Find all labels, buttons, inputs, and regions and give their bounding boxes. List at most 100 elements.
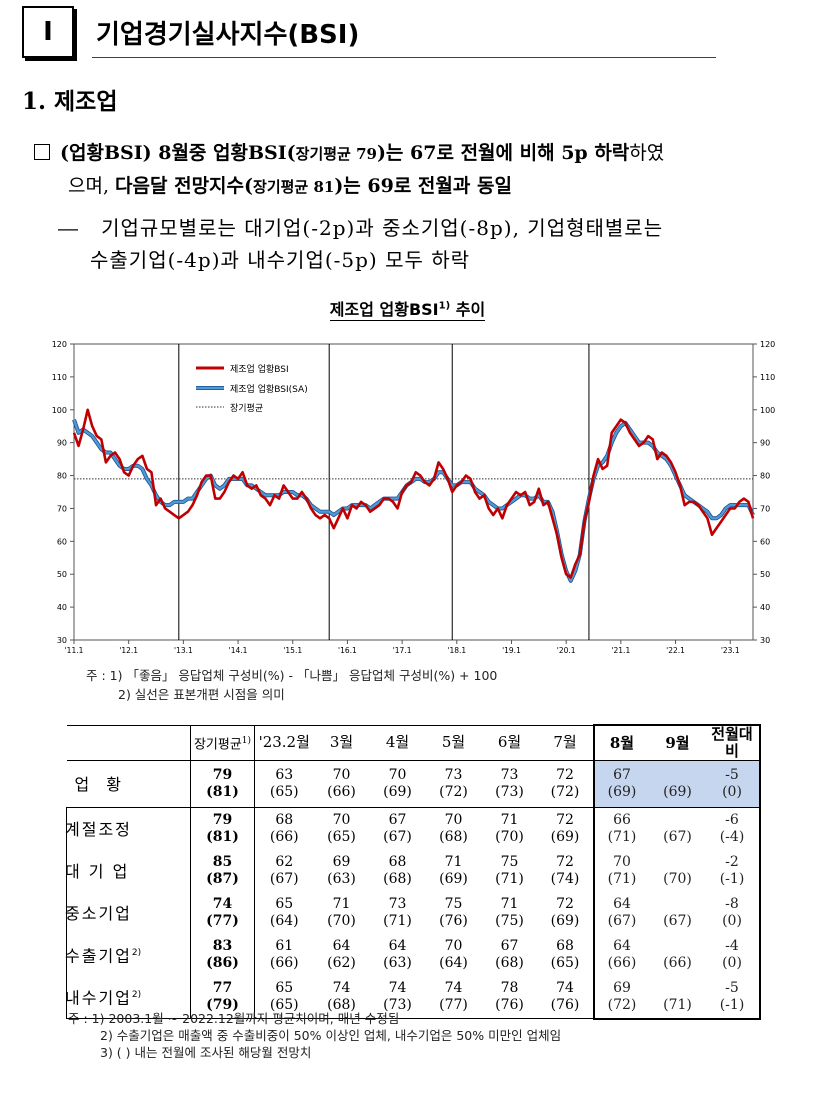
value-cell: 74 (73) <box>369 976 426 1019</box>
series-line-sa <box>72 419 755 583</box>
summary-bsi-lead: (업황BSI) 8월중 업황BSI( <box>60 142 296 164</box>
value-cell: 70 (71) <box>592 850 650 892</box>
value-cell: 74 (77) <box>425 976 482 1019</box>
y-tick-label-right: 100 <box>760 406 775 415</box>
table-row: 대 기 업 85 (87) 62 (67) 69 (63) 68 (68) 71 (69) 75 (71… <box>65 850 761 892</box>
chart-note-2: 2) 실선은 표본개편 시점을 의미 <box>118 687 285 702</box>
value-cell: 73 (72) <box>425 760 482 808</box>
header-blank <box>66 724 191 761</box>
value-cell: 65 (64) <box>269 896 299 929</box>
row-label: 내수기업2) <box>65 976 191 1019</box>
header-month-next: 9월 <box>649 724 706 761</box>
y-tick-label-right: 90 <box>760 439 770 448</box>
value-cell: 62 (67) <box>269 854 299 887</box>
x-tick-label: '17.1 <box>393 646 412 654</box>
y-tick-label: 90 <box>57 439 67 448</box>
table-row: 내수기업2) 77 (79) 65 (65) 74 (68) 74 (73) 74 (77) 78 (7… <box>65 976 761 1020</box>
value-cell: 70 (64) <box>439 938 468 971</box>
avg-cell: 74 (77) <box>190 892 255 934</box>
summary-paragraph: (업황BSI) 8월중 업황BSI(장기평균 79)는 67로 전월에 비해 5… <box>34 137 804 203</box>
summary-line-1: (업황BSI) 8월중 업황BSI(장기평균 79)는 67로 전월에 비해 5… <box>34 137 804 170</box>
chart-notes: 주 : 1) 「좋음」 응답업체 구성비(%) - 「나쁨」 응답업체 구성비(… <box>86 666 497 704</box>
header-month: 5월 <box>425 724 482 761</box>
table-header-row: 장기평균1) '23.2월 3월 4월 5월 6월 7월 8월 9월 전월대비 <box>66 724 761 761</box>
summary-tail2: 으며, <box>68 175 116 197</box>
section-rule <box>92 57 716 58</box>
row-label-footnote: 2) <box>131 948 142 959</box>
value-cell: 70 (69) <box>369 760 426 808</box>
y-tick-label-right: 40 <box>760 603 770 612</box>
header-avg: 장기평균1) <box>190 724 255 761</box>
legend-label-raw: 제조업 업황BSI <box>230 364 289 375</box>
header-month-current: 8월 <box>592 724 650 761</box>
detail-paragraph: ― 기업규모별로는 대기업(-2p)과 중소기업(-8p), 기업형태별로는 수… <box>58 212 803 276</box>
table-row: 업 황 79 (81) 63 (65) 70 (66) 70 (69) 73 (72) 73 (73) 7… <box>66 760 761 808</box>
chart-title-text: 제조업 업황BSI <box>329 300 439 321</box>
y-tick-label-right: 70 <box>760 504 770 513</box>
y-tick-label: 80 <box>57 472 67 481</box>
value-cell: 68 (68) <box>383 854 412 887</box>
header-month: '23.2월 <box>254 724 314 761</box>
header-month: 3월 <box>313 724 370 761</box>
value-cell: 70 (68) <box>439 812 468 845</box>
value-cell: 72 (69) <box>550 896 580 929</box>
x-tick-label: '11.1 <box>65 646 84 654</box>
value-cell: 64 (67) <box>592 892 650 934</box>
section-number: I <box>22 6 74 58</box>
value-cell: 70 (65) <box>327 812 356 845</box>
x-tick-label: '23.1 <box>721 646 740 654</box>
y-tick-label-right: 120 <box>760 340 775 349</box>
value-cell: 75 (76) <box>439 896 468 929</box>
value-cell: 64 (66) <box>592 934 650 976</box>
avg-cell: 83 (86) <box>190 934 255 976</box>
x-tick-label: '13.1 <box>174 646 193 654</box>
table-row: 수출기업2) 83 (86) 61 (66) 64 (62) 64 (63) 70 (64) 67 (6… <box>65 934 761 976</box>
y-tick-label-right: 110 <box>760 373 775 382</box>
y-tick-label-right: 50 <box>760 570 770 579</box>
y-tick-label: 40 <box>57 603 67 612</box>
x-tick-label: '22.1 <box>666 646 685 654</box>
summary-bsi-value: 67로 전월에 비해 5p 하락 <box>410 142 630 164</box>
row-label: 중소기업 <box>65 892 191 934</box>
value-cell: 73 (73) <box>481 760 538 808</box>
y-tick-label-right: 60 <box>760 537 770 546</box>
series-line-raw <box>72 408 755 579</box>
chart-title-footnote: 1) <box>438 300 451 312</box>
table-note-1: 주 : 1) 2003.1월 ~ 2022.12월까지 평균치이며, 매년 수정… <box>68 1011 400 1026</box>
chart-note-1: 주 : 1) 「좋음」 응답업체 구성비(%) - 「나쁨」 응답업체 구성비(… <box>86 668 498 683</box>
value-cell: 67 (67) <box>383 812 412 845</box>
dash-bullet: ― <box>58 216 79 240</box>
summary-avg1: 장기평균 79 <box>295 145 377 163</box>
value-cell: 74 (76) <box>537 976 594 1019</box>
value-cell: 69 (72) <box>592 976 650 1020</box>
plot-area <box>73 343 754 641</box>
row-label: 수출기업2) <box>65 934 191 976</box>
row-label: 대 기 업 <box>65 850 191 892</box>
y-tick-label: 110 <box>52 373 67 382</box>
summary-line-2: 으며, 다음달 전망지수(장기평균 81)는 69로 전월과 동일 <box>34 170 804 203</box>
y-tick-label-right: 80 <box>760 472 770 481</box>
table-row: 계절조정 79 (81) 68 (66) 70 (65) 67 (67) 70 (68) 71 (70)… <box>65 807 761 850</box>
value-cell: 67 (69) <box>592 760 650 808</box>
value-cell: -4 (0) <box>705 934 761 976</box>
chart-title: 제조업 업황BSI1) 추이 <box>329 300 486 321</box>
x-tick-label: '21.1 <box>611 646 630 654</box>
value-cell: -6 (-4) <box>705 807 761 850</box>
y-tick-label: 60 <box>57 537 67 546</box>
value-cell: 73 (71) <box>383 896 412 929</box>
x-tick-label: '20.1 <box>557 646 576 654</box>
row-label: 계절조정 <box>65 807 191 850</box>
section-header: I 기업경기실사지수(BSI) <box>22 6 716 58</box>
value-cell: 65 (65) <box>254 976 314 1019</box>
header-month: 7월 <box>537 724 594 761</box>
summary-forecast-lead: 다음달 전망지수( <box>115 175 254 197</box>
bsi-table: 장기평균1) '23.2월 3월 4월 5월 6월 7월 8월 9월 전월대비 … <box>65 724 761 1020</box>
y-tick-label-right: 30 <box>760 636 770 645</box>
value-cell: 72 (69) <box>550 812 580 845</box>
section-title: 기업경기실사지수(BSI) <box>96 20 360 50</box>
value-cell: 74 (68) <box>313 976 370 1019</box>
value-cell: 64 (62) <box>327 938 356 971</box>
table-row: 중소기업 74 (77) 65 (64) 71 (70) 73 (71) 75 (76) 71 (75)… <box>65 892 761 934</box>
value-cell: 78 (76) <box>481 976 538 1019</box>
row-label: 업 황 <box>66 760 191 808</box>
